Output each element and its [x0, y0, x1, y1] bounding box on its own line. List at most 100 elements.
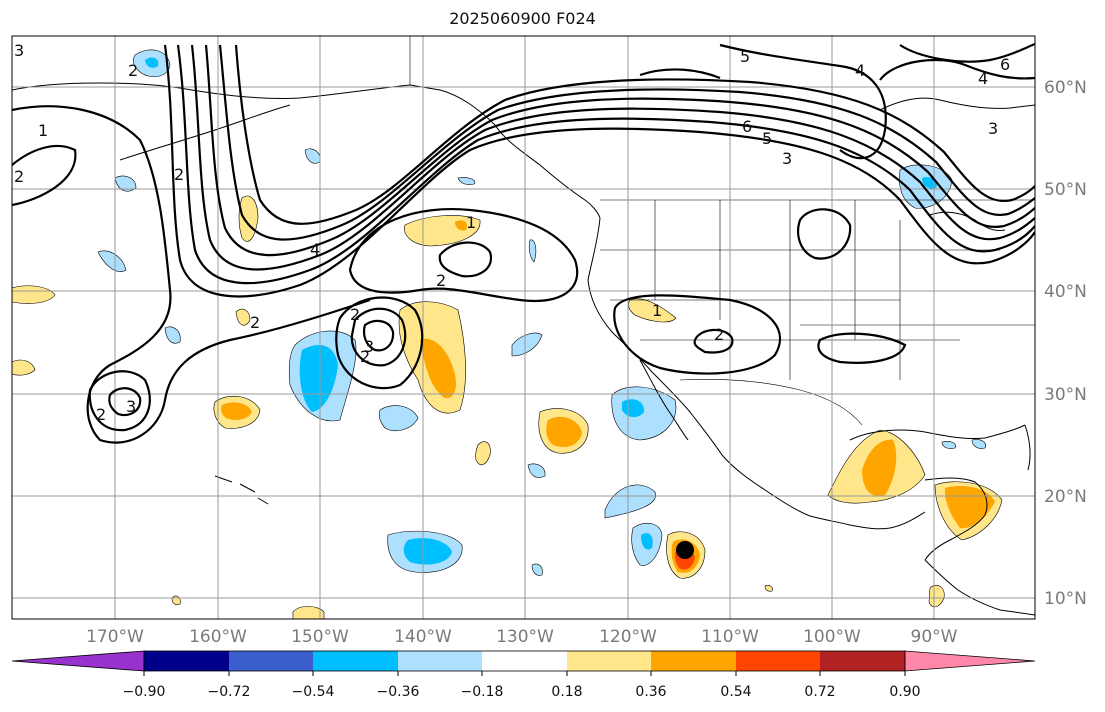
- contour-jet-4: [204, 44, 1035, 257]
- latitude-label: 30°N: [1044, 385, 1087, 405]
- contour-low-inner: [108, 387, 142, 417]
- pos-core: [455, 220, 468, 231]
- neg-region: [528, 239, 537, 263]
- contour-label: 3: [14, 41, 24, 60]
- neg-core: [145, 57, 159, 68]
- storm-center-marker: [676, 541, 694, 559]
- neg-region: [941, 441, 956, 449]
- pos-core: [546, 416, 582, 448]
- longitude-label: 120°W: [599, 627, 657, 647]
- longitude-label: 150°W: [291, 627, 349, 647]
- contour-sw-us-2: [693, 328, 734, 354]
- pos-core: [420, 338, 456, 399]
- contour-label: 1: [38, 121, 48, 140]
- contour-label: 4: [310, 240, 320, 259]
- colorbar-tick-label: −0.72: [208, 684, 251, 700]
- colorbar-ticks: [143, 671, 906, 676]
- colorbar-tick-label: 0.36: [635, 684, 666, 700]
- colorbar-tick-label: −0.54: [292, 684, 335, 700]
- map-frame: [11, 35, 1036, 620]
- contour-label: 1: [652, 301, 662, 320]
- colorbar-segment: [229, 651, 313, 671]
- contour-east-pac: [348, 208, 579, 302]
- pos-region: [475, 441, 491, 466]
- longitude-label: 160°W: [189, 627, 247, 647]
- contour-texas: [817, 332, 907, 364]
- contour-jet-6: [234, 44, 1035, 225]
- contour-label: 2: [96, 405, 106, 424]
- contour-cutoff-2: [350, 307, 407, 367]
- contour-lines: [12, 42, 1035, 444]
- north-america-coast: [587, 217, 926, 530]
- pos-core: [862, 439, 897, 497]
- latitude-label: 40°N: [1044, 282, 1087, 302]
- contour-label: 6: [742, 117, 752, 136]
- contour-jet-1: [163, 44, 1035, 298]
- contour-west-loop: [12, 145, 77, 207]
- latitude-label: 20°N: [1044, 487, 1087, 507]
- neg-region: [378, 405, 419, 431]
- longitude-label: 130°W: [496, 627, 554, 647]
- contour-label: 2: [714, 325, 724, 344]
- political-borders: [409, 36, 1035, 426]
- colorbar-segment: [736, 651, 820, 671]
- contour-jet-2: [176, 44, 1035, 285]
- neg-region: [164, 326, 181, 344]
- colorbar-tick-label: −0.18: [461, 684, 504, 700]
- map-title: 2025060900 F024: [449, 9, 596, 28]
- latitude-label: 60°N: [1044, 78, 1087, 98]
- gulf-coast: [849, 424, 1026, 441]
- colorbar-segment: [144, 651, 229, 671]
- colorbar-tick-label: −0.90: [123, 684, 166, 700]
- neg-core: [641, 533, 653, 550]
- colorbar-tick-label: 0.18: [551, 684, 582, 700]
- latitude-label: 50°N: [1044, 180, 1087, 200]
- gridlines: [12, 36, 1035, 619]
- contour-sw-us: [613, 294, 782, 375]
- colorbar-high-extend: [904, 650, 1036, 672]
- colorbar-segment: [398, 651, 482, 671]
- contour-low-center: [88, 370, 151, 432]
- contour-label: 2: [14, 167, 24, 186]
- hudson-region: [879, 97, 1035, 111]
- colorbar-tick-label: −0.36: [377, 684, 420, 700]
- contour-label: 3: [988, 119, 998, 138]
- neg-core: [403, 538, 452, 565]
- neg-region: [97, 250, 127, 272]
- colorbar: −0.90 −0.72 −0.54 −0.36 −0.18 0.18 0.36 …: [11, 650, 1036, 700]
- pos-region: [628, 298, 677, 323]
- contour-northeast-2: [899, 42, 1035, 63]
- contour-label: 2: [250, 313, 260, 332]
- contour-label: 2: [128, 61, 138, 80]
- baja-california: [639, 359, 689, 441]
- longitude-label: 90°W: [911, 627, 958, 647]
- contour-label: 3: [364, 337, 374, 356]
- neg-core: [299, 345, 338, 412]
- colorbar-low-extend: [11, 650, 145, 672]
- latitude-label: 10°N: [1044, 589, 1087, 609]
- pos-region: [292, 606, 325, 619]
- contour-label: 3: [782, 149, 792, 168]
- contour-label: 2: [360, 347, 370, 366]
- aleutian-islands: [119, 104, 291, 161]
- contour-label: 2: [350, 305, 360, 324]
- pos-core: [221, 402, 252, 420]
- pos-region: [235, 308, 251, 326]
- contour-canada-2: [639, 68, 721, 80]
- colorbar-segment: [482, 651, 567, 671]
- colorbar-segment: [651, 651, 736, 671]
- contour-jet-5: [218, 44, 1035, 241]
- colorbar-segment: [313, 651, 398, 671]
- contour-label: 6: [1000, 55, 1010, 74]
- neg-region: [527, 463, 546, 478]
- contour-label: 1: [466, 213, 476, 232]
- longitude-label: 140°W: [394, 627, 452, 647]
- contour-label-group: 3 2 1 2 4 5 6 5 3 6 4 4 3 2 2 2 1 2 3 1 …: [14, 41, 1010, 424]
- colorbar-tick-label: 0.72: [804, 684, 835, 700]
- contour-label: 5: [740, 47, 750, 66]
- contour-cutoff-3: [362, 319, 395, 352]
- neg-region: [114, 175, 137, 192]
- contour-label: 4: [855, 61, 865, 80]
- contour-upper-midwest: [797, 208, 852, 260]
